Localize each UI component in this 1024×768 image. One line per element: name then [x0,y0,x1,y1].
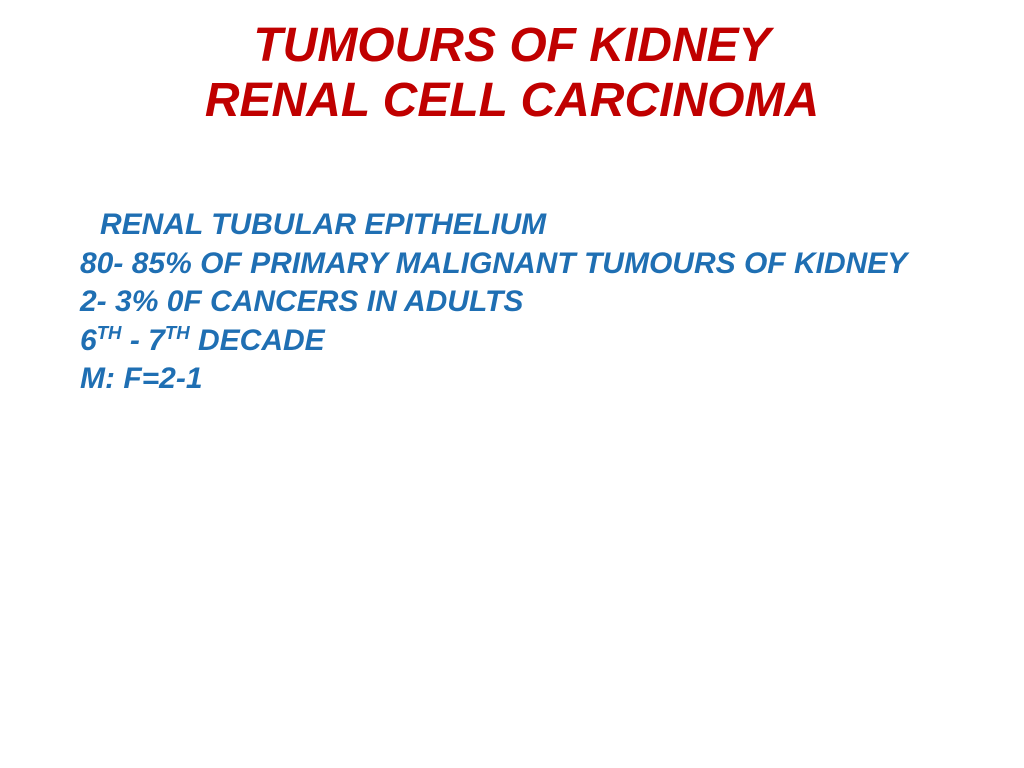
body-line-1: RENAL TUBULAR EPITHELIUM [80,206,964,244]
title-line-1: TUMOURS OF KIDNEY [0,18,1024,73]
body-line-4-a: 6 [80,324,97,357]
slide: TUMOURS OF KIDNEY RENAL CELL CARCINOMA R… [0,0,1024,768]
slide-body: RENAL TUBULAR EPITHELIUM 80- 85% OF PRIM… [0,206,1024,398]
body-line-4-sup1: TH [97,322,122,343]
title-line-2: RENAL CELL CARCINOMA [0,73,1024,128]
body-line-4-c: DECADE [190,324,325,357]
body-line-4-sup2: TH [165,322,190,343]
body-line-4: 6TH - 7TH DECADE [80,322,964,360]
body-line-2: 80- 85% OF PRIMARY MALIGNANT TUMOURS OF … [80,245,964,283]
body-line-3: 2- 3% 0F CANCERS IN ADULTS [80,283,964,321]
body-line-5: M: F=2-1 [80,360,964,398]
slide-title: TUMOURS OF KIDNEY RENAL CELL CARCINOMA [0,18,1024,128]
body-line-4-b: - 7 [121,324,164,357]
